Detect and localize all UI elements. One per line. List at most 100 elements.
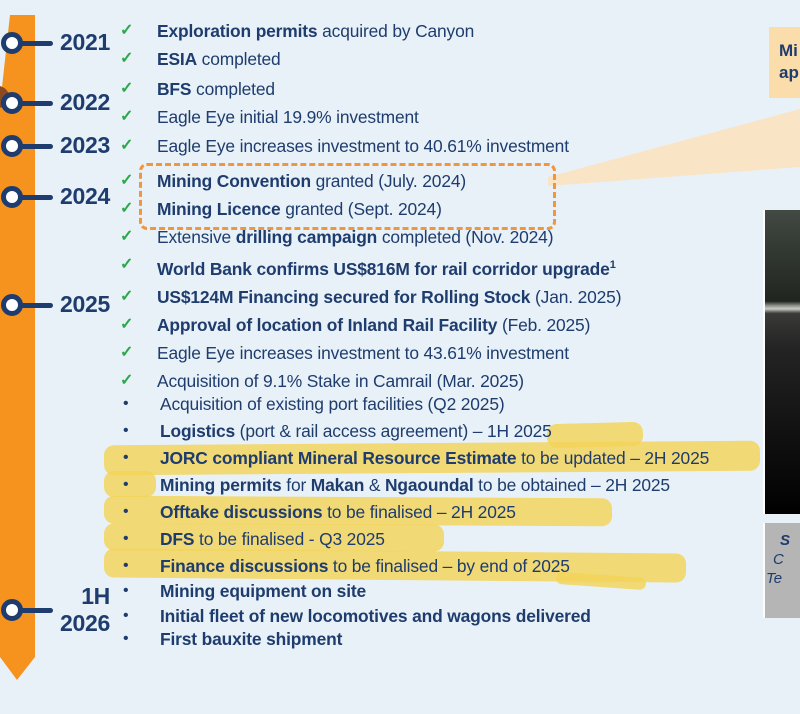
milestone-row: ✓ Eagle Eye increases investment to 43.61… <box>118 340 569 366</box>
milestone-text-segment: World Bank confirms US$816M for rail cor… <box>157 258 610 279</box>
check-icon: ✓ <box>120 50 134 67</box>
bullet-icon: • <box>123 582 129 599</box>
bullet-icon: • <box>123 557 129 574</box>
milestone-text: Acquisition of 9.1% Stake in Camrail (Ma… <box>157 371 524 391</box>
timeline-bar <box>0 15 35 680</box>
milestone-text: BFS completed <box>157 79 275 99</box>
milestone-row: • Initial fleet of new locomotives and wa… <box>118 603 591 629</box>
milestone-text-segment: to be finalised – 2H 2025 <box>322 502 516 522</box>
milestone-text: Logistics (port & rail access agreement)… <box>160 421 552 441</box>
milestone-text: US$124M Financing secured for Rolling St… <box>157 287 621 307</box>
milestone-row: • DFS to be finalised - Q3 2025 <box>118 526 385 552</box>
milestone-row: ✓ ESIA completed <box>118 46 281 72</box>
milestone-text-segment: First bauxite shipment <box>160 629 343 649</box>
milestone-text-segment: Acquisition of existing port facilities … <box>160 394 505 414</box>
milestone-text: Acquisition of existing port facilities … <box>160 394 505 414</box>
check-icon: ✓ <box>120 372 134 389</box>
photo <box>763 210 800 514</box>
milestone-text-segment: JORC compliant Mineral Resource Estimate <box>160 448 517 468</box>
caption-line: C <box>773 551 784 568</box>
milestone-text-segment: completed (Nov. 2024) <box>377 227 554 247</box>
milestone-text: World Bank confirms US$816M for rail cor… <box>157 259 616 279</box>
milestone-row: • JORC compliant Mineral Resource Estimat… <box>118 445 709 471</box>
bullet-icon: • <box>123 449 129 466</box>
check-icon: ✓ <box>120 344 134 361</box>
milestone-text: Mining equipment on site <box>160 581 366 601</box>
check-icon: ✓ <box>120 316 134 333</box>
callout-box: Mi ap <box>769 27 800 98</box>
milestone-text: JORC compliant Mineral Resource Estimate… <box>160 448 709 468</box>
milestone-text: Approval of location of Inland Rail Faci… <box>157 315 590 335</box>
highlight-stroke <box>555 571 647 591</box>
milestone-text-segment: to be updated – 2H 2025 <box>516 448 710 468</box>
check-icon: ✓ <box>120 256 134 273</box>
bullet-icon: • <box>123 395 129 412</box>
highlight-stroke <box>103 495 613 527</box>
milestone-text-segment: DFS <box>160 529 195 549</box>
milestone-text-segment: Eagle Eye initial 19.9% investment <box>157 107 419 127</box>
milestone-row: ✓ US$124M Financing secured for Rolling S… <box>118 284 621 310</box>
check-icon: ✓ <box>120 22 134 39</box>
milestone-text-segment: drilling campaign <box>235 227 378 247</box>
milestone-row: ✓ BFS completed <box>118 76 275 102</box>
milestone-text-segment: US$124M Financing secured for Rolling St… <box>157 287 531 307</box>
milestone-text: Eagle Eye increases investment to 43.61%… <box>157 343 569 363</box>
milestone-text: Finance discussions to be finalised – by… <box>160 556 570 576</box>
check-icon: ✓ <box>120 108 134 125</box>
check-icon: ✓ <box>120 80 134 97</box>
bullet-icon: • <box>123 503 129 520</box>
caption-line: S <box>780 532 791 549</box>
milestone-text-segment: to be finalised - Q3 2025 <box>194 529 385 549</box>
milestone-row: • Logistics (port & rail access agreement… <box>118 418 552 444</box>
milestone-text-segment: Approval of location of Inland Rail Faci… <box>157 315 498 335</box>
bullet-icon: • <box>123 607 129 624</box>
milestone-text-segment: (port & rail access agreement) – 1H 2025 <box>235 421 552 441</box>
milestone-text-segment: (Feb. 2025) <box>497 315 591 335</box>
milestone-text: ESIA completed <box>157 49 281 69</box>
milestone-text-segment: completed <box>197 49 281 69</box>
highlight-stroke <box>546 421 644 449</box>
milestone-text-segment: Offtake discussions <box>160 502 323 522</box>
milestone-row: • Finance discussions to be finalised – b… <box>118 553 570 579</box>
milestone-text: Offtake discussions to be finalised – 2H… <box>160 502 516 522</box>
check-icon: ✓ <box>120 288 134 305</box>
milestone-text-segment: Exploration permits <box>157 21 318 41</box>
highlight-stroke <box>104 471 156 497</box>
callout-line: ap <box>779 63 799 82</box>
milestone-row: • First bauxite shipment <box>118 626 342 652</box>
milestone-text-segment: Mining permits <box>160 475 282 495</box>
milestone-text: First bauxite shipment <box>160 629 342 649</box>
milestone-text-segment: BFS <box>157 79 192 99</box>
milestone-text-segment: for <box>281 475 311 495</box>
milestone-text-segment: (Jan. 2025) <box>530 287 622 307</box>
milestone-text-segment: completed <box>191 79 275 99</box>
milestone-row: ✓ Exploration permits acquired by Canyon <box>118 18 474 44</box>
bullet-icon: • <box>123 530 129 547</box>
milestone-text: DFS to be finalised - Q3 2025 <box>160 529 385 549</box>
milestone-text-segment: Makan <box>310 475 365 495</box>
highlight-stroke <box>103 523 445 552</box>
highlight-stroke <box>103 548 687 583</box>
milestone-text-segment: ESIA <box>157 49 197 69</box>
bullet-icon: • <box>123 630 129 647</box>
milestone-row: • Acquisition of existing port facilities… <box>118 391 505 417</box>
annotation-dashed-box <box>139 163 556 230</box>
callout-line: Mi <box>779 41 798 60</box>
milestone-text: Mining permits for Makan & Ngaoundal to … <box>160 475 670 495</box>
milestone-text-segment: & <box>364 475 385 495</box>
milestone-row: ✓ Approval of location of Inland Rail Fac… <box>118 312 590 338</box>
milestone-text-segment: Finance discussions <box>160 556 329 576</box>
milestone-row: • Mining permits for Makan & Ngaoundal to… <box>118 472 670 498</box>
milestone-text-segment: Extensive <box>157 227 236 247</box>
milestone-text-segment: Ngaoundal <box>385 475 474 495</box>
milestone-row: • Offtake discussions to be finalised – 2… <box>118 499 516 525</box>
milestone-text: Extensive drilling campaign completed (N… <box>157 227 553 247</box>
milestone-text-segment: to be obtained – 2H 2025 <box>473 475 670 495</box>
bullet-icon: • <box>123 422 129 439</box>
milestone-text-segment: to be finalised – by end of 2025 <box>328 556 570 576</box>
photo-caption: S C Te <box>763 523 800 618</box>
